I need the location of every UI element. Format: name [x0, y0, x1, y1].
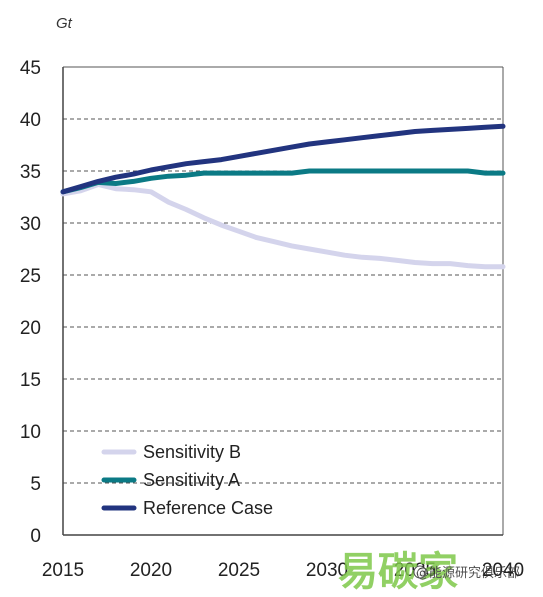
gridlines	[63, 66, 504, 535]
series-line-sensitivity-a	[60, 168, 506, 195]
y-tick-label: 5	[30, 474, 41, 495]
y-tick-labels: 0 5 10 15 20 25 30 35 40 45	[20, 58, 41, 547]
watermark-badge-icon	[413, 565, 427, 579]
watermark-logo-text: 易碳家	[338, 549, 458, 595]
y-tick-label: 10	[20, 422, 41, 443]
legend-item: Sensitivity B	[101, 442, 241, 462]
watermark-handle: @能源研究俱乐部	[416, 566, 520, 581]
y-tick-label: 15	[20, 370, 41, 391]
legend-item: Reference Case	[101, 498, 273, 518]
x-tick-label: 2030	[306, 560, 348, 581]
y-tick-label: 45	[20, 58, 41, 79]
series-line-sensitivity-b	[60, 182, 506, 270]
x-tick-label: 2040	[482, 560, 524, 581]
watermark-logo: 易碳家@能源研究俱乐部	[338, 549, 520, 595]
y-tick-label: 30	[20, 214, 41, 235]
y-axis-unit-label: Gt	[56, 15, 73, 32]
legend-label: Sensitivity A	[143, 470, 240, 490]
legend-label: Reference Case	[143, 498, 273, 518]
x-tick-label: 2015	[42, 560, 84, 581]
y-tick-label: 0	[30, 526, 41, 547]
x-tick-label: 2025	[218, 560, 260, 581]
axes	[62, 67, 503, 536]
y-tick-label: 35	[20, 162, 41, 183]
y-tick-label: 40	[20, 110, 41, 131]
legend-label: Sensitivity B	[143, 442, 241, 462]
legend: Sensitivity B Sensitivity A Reference Case	[101, 442, 273, 518]
y-tick-label: 25	[20, 266, 41, 287]
x-tick-label: 2020	[130, 560, 172, 581]
y-tick-label: 20	[20, 318, 41, 339]
series-line-reference-case	[60, 123, 506, 195]
x-tick-labels: 201520202025203020352040	[42, 560, 524, 581]
legend-item: Sensitivity A	[101, 470, 240, 490]
series-lines	[60, 123, 506, 270]
